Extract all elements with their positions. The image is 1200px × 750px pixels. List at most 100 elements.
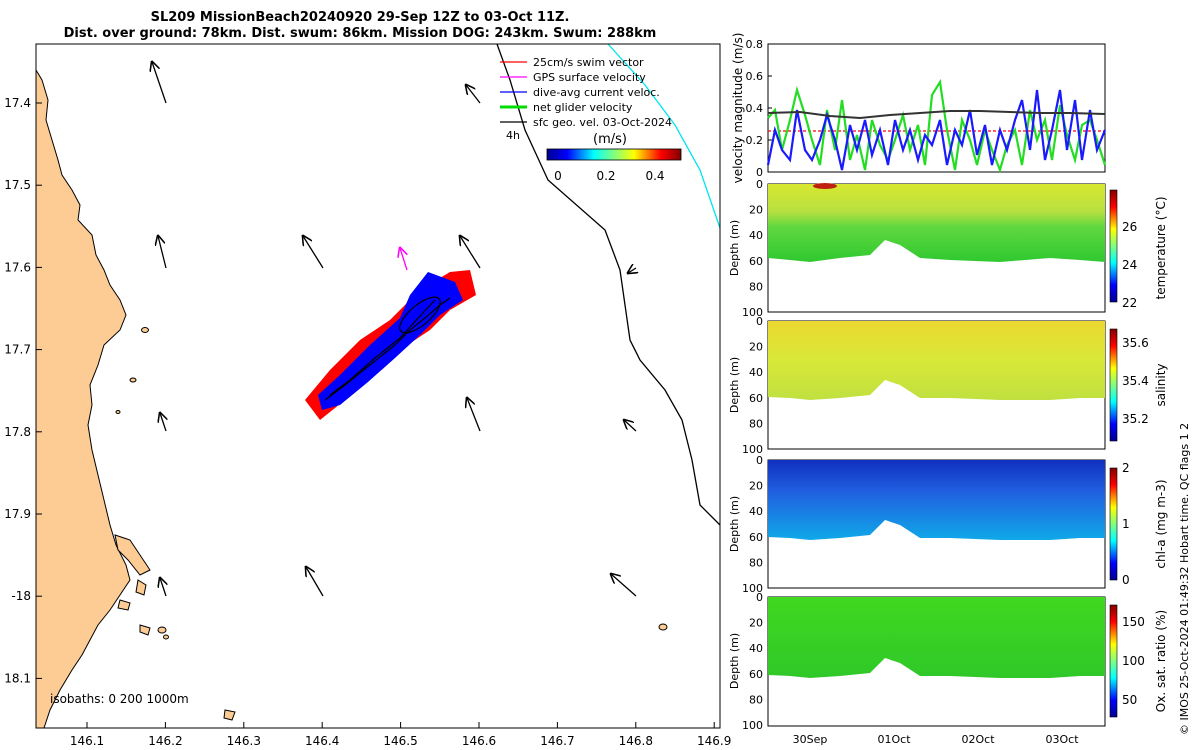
colorbar-tick-label: 0.2 — [596, 169, 615, 183]
map-legend: 25cm/s swim vector GPS surface velocity di… — [500, 56, 682, 183]
mainland-coast — [35, 44, 131, 729]
map-lat-ticks: 17.4 17.5 17.6 17.7 17.8 17.9 -18 18.1 — [4, 96, 42, 685]
velocity-ylabel: velocity magnitude (m/s) — [731, 33, 745, 184]
velocity-ytick-label: 0.8 — [746, 38, 764, 51]
velocity-ytick-label: 0.4 — [746, 102, 764, 115]
cbar-tick-label: 2 — [1122, 461, 1130, 475]
legend-item-label: sfc geo. vel. 03-Oct-2024 — [533, 116, 672, 129]
time-tick-label: 01Oct — [877, 733, 911, 746]
cbar-tick-label: 24 — [1122, 258, 1137, 272]
depth-tick-label: 0 — [756, 591, 763, 604]
colorbar-tick-label: 0 — [554, 169, 562, 183]
depth-tick-label: 100 — [742, 582, 763, 595]
depth-tick-label: 0 — [756, 454, 763, 467]
legend-item-label: 25cm/s swim vector — [533, 56, 644, 69]
lon-tick-label: 146.6 — [462, 734, 496, 748]
sfc-geo-velocity-arrows — [152, 62, 636, 597]
legend-item-label: GPS surface velocity — [533, 71, 646, 84]
lon-tick-label: 146.3 — [227, 734, 261, 748]
depth-tick-label: 100 — [742, 306, 763, 319]
isobath-line — [496, 43, 721, 526]
velocity-ytick-label: 0.6 — [746, 70, 764, 83]
time-tick-label: 03Oct — [1045, 733, 1079, 746]
lat-tick-label: 17.5 — [4, 178, 31, 192]
cbar-tick-label: 0 — [1122, 573, 1130, 587]
cbar-label: salinity — [1154, 363, 1168, 406]
lat-tick-label: 17.9 — [4, 507, 31, 521]
lon-tick-label: 146.9 — [697, 734, 731, 748]
depth-tick-label: 60 — [749, 392, 763, 405]
legend-item-label: dive-avg current veloc. — [533, 86, 660, 99]
map-panel: 146.1 146.2 146.3 146.4 146.5 146.6 146.7 146.8… — [4, 43, 731, 748]
oxygen-section — [767, 596, 1118, 727]
lon-tick-label: 146.4 — [305, 734, 339, 748]
map-lon-ticks: 146.1 146.2 146.3 146.4 146.5 146.6 146.7 146.8… — [70, 722, 731, 748]
glider-track-line — [607, 43, 721, 229]
map-frame — [35, 43, 721, 729]
depth-tick-label: 80 — [749, 556, 763, 569]
cbar-tick-label: 26 — [1122, 220, 1137, 234]
cbar-tick-label: 150 — [1122, 615, 1145, 629]
cbar-tick-label: 35.2 — [1122, 412, 1149, 426]
depth-tick-label: 40 — [749, 642, 763, 655]
figure-title-line1: SL209 MissionBeach20240920 29-Sep 12Z to… — [150, 10, 570, 25]
depth-tick-label: 20 — [749, 204, 763, 217]
depth-tick-label: 80 — [749, 417, 763, 430]
net-glider-velocity-series — [767, 78, 1107, 174]
dive-avg-current-series — [766, 89, 1107, 171]
cbar-tick-label: 35.4 — [1122, 374, 1149, 388]
lat-tick-label: 18.1 — [4, 671, 31, 685]
sfc-geo-velocity-series — [767, 110, 1106, 120]
glider-trajectory-cluster — [305, 248, 476, 420]
isobaths-label: isobaths: 0 200 1000m — [50, 692, 189, 706]
velocity-panel: 0.8 0.6 0.4 0.2 0 velocity magnitude (m/s) — [731, 33, 1107, 184]
depth-tick-label: 20 — [749, 480, 763, 493]
depth-tick-label: 60 — [749, 668, 763, 681]
depth-tick-label: 0 — [756, 315, 763, 328]
depth-axis-label: Depth (m) — [728, 496, 741, 552]
colorbar-tick-label: 0.4 — [645, 169, 664, 183]
depth-axis-label: Depth (m) — [728, 220, 741, 276]
depth-tick-label: 80 — [749, 693, 763, 706]
lon-tick-label: 146.5 — [383, 734, 417, 748]
lon-tick-label: 146.8 — [619, 734, 653, 748]
lat-tick-label: 17.4 — [4, 96, 31, 110]
legend-item-label: net glider velocity — [533, 101, 633, 114]
salinity-section — [767, 320, 1118, 450]
depth-tick-label: 40 — [749, 505, 763, 518]
depth-axis-label: Depth (m) — [728, 357, 741, 413]
cbar-tick-label: 22 — [1122, 296, 1137, 310]
cbar-tick-label: 100 — [1122, 654, 1145, 668]
figure-title-line2: Dist. over ground: 78km. Dist. swum: 86k… — [63, 26, 657, 41]
islands — [114, 327, 668, 721]
speed-colorbar — [546, 148, 682, 161]
lon-tick-label: 146.2 — [148, 734, 182, 748]
velocity-ytick-label: 0.2 — [746, 134, 764, 147]
velocity-ytick-label: 0 — [756, 166, 763, 179]
lat-tick-label: 17.6 — [4, 260, 31, 274]
depth-tick-label: 40 — [749, 366, 763, 379]
cbar-tick-label: 35.6 — [1122, 336, 1149, 350]
cbar-label: chl-a (mg m-3) — [1154, 479, 1168, 568]
depth-tick-label: 100 — [742, 443, 763, 456]
depth-tick-label: 80 — [749, 280, 763, 293]
lat-tick-label: 17.7 — [4, 343, 31, 357]
depth-tick-label: 20 — [749, 617, 763, 630]
depth-tick-label: 0 — [756, 178, 763, 191]
cbar-tick-label: 1 — [1122, 517, 1130, 531]
chl-a-section — [767, 459, 1118, 589]
imos-credit: © IMOS 25-Oct-2024 01:49:32 Hobart time.… — [1178, 423, 1191, 735]
lon-tick-label: 146.1 — [70, 734, 104, 748]
cbar-label: Ox. sat. ratio (%) — [1154, 610, 1168, 712]
legend-time-label: 4h — [506, 129, 520, 142]
time-axis-ticks: 30Sep 01Oct 02Oct 03Oct — [793, 733, 1080, 746]
time-tick-label: 02Oct — [961, 733, 995, 746]
cbar-tick-label: 50 — [1122, 693, 1137, 707]
time-tick-label: 30Sep — [793, 733, 828, 746]
lat-tick-label: 17.8 — [4, 425, 31, 439]
depth-tick-label: 60 — [749, 531, 763, 544]
depth-tick-label: 100 — [742, 719, 763, 732]
colorbar-title: (m/s) — [593, 132, 627, 147]
